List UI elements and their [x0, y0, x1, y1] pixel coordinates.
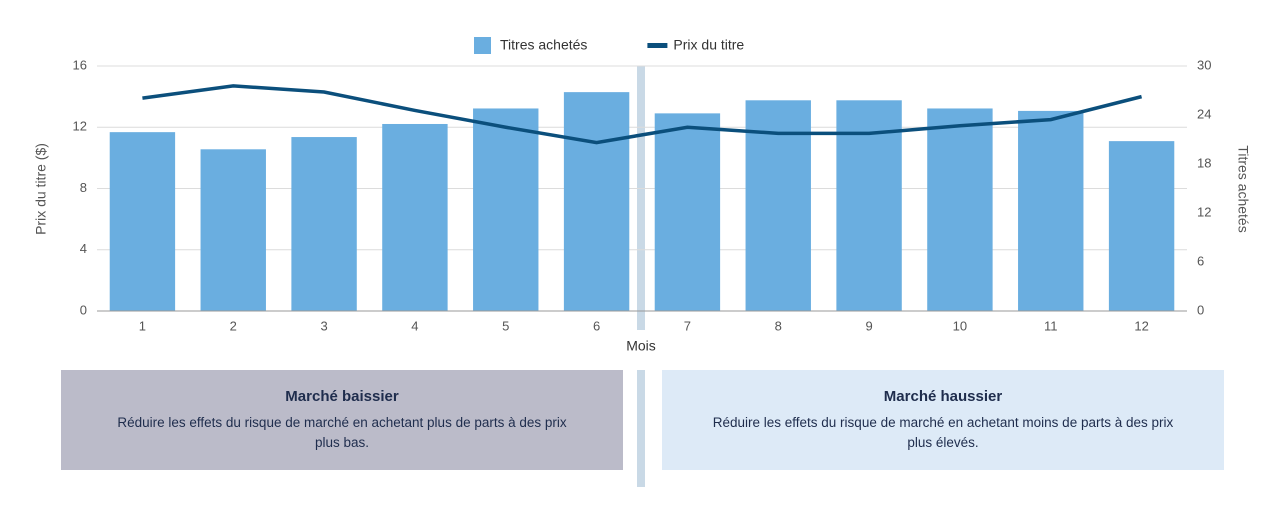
x-tick-label: 9 [865, 318, 872, 333]
legend-swatch [647, 43, 668, 48]
y2-tick-label: 24 [1197, 106, 1211, 121]
panel: Marché haussier Réduire les effets du ri… [662, 370, 1224, 470]
x-tick-label: 7 [684, 318, 691, 333]
bar [200, 149, 266, 311]
x-tick-label: 11 [1044, 318, 1058, 333]
x-tick-label: 4 [411, 318, 418, 333]
x-tick-label: 5 [502, 318, 509, 333]
legend-swatch [474, 37, 491, 54]
bar [654, 113, 721, 311]
bar [109, 132, 176, 311]
y2-tick-label: 18 [1197, 155, 1211, 170]
panel-text: Réduire les effets du risque de marché e… [117, 415, 567, 450]
panel-title: Marché baissier [285, 388, 399, 405]
y2-tick-label: 0 [1197, 302, 1204, 317]
y-tick-label: 8 [80, 180, 87, 195]
bar [745, 100, 811, 311]
panel-title: Marché haussier [883, 388, 1003, 405]
y-tick-label: 16 [73, 57, 87, 72]
y2-axis-label: Titres achetés [1235, 145, 1251, 232]
bar [927, 108, 993, 311]
x-axis-label: Mois [626, 338, 656, 354]
x-tick-label: 12 [1134, 318, 1148, 333]
divider [637, 370, 645, 487]
x-tick-label: 8 [775, 318, 782, 333]
line [142, 84, 1143, 145]
y2-tick-label: 6 [1197, 253, 1204, 268]
x-tick-label: 10 [953, 318, 967, 333]
y2-tick-label: 12 [1197, 204, 1211, 219]
legend-label: Prix du titre [673, 37, 744, 53]
bar [1018, 110, 1084, 312]
x-tick-label: 3 [320, 318, 327, 333]
x-tick-label: 2 [230, 318, 237, 333]
legend-label: Titres achetés [500, 37, 587, 53]
x-tick-label: 1 [139, 318, 146, 333]
x-tick-label: 6 [593, 318, 600, 333]
y-tick-label: 4 [80, 241, 87, 256]
y-tick-label: 0 [80, 302, 87, 317]
divider [637, 66, 645, 330]
panel-text: Réduire les effets du risque de marché e… [712, 415, 1174, 450]
bar [473, 108, 539, 311]
bar [836, 100, 902, 311]
bar [382, 123, 448, 311]
panel: Marché baissier Réduire les effets du ri… [61, 370, 623, 470]
y2-tick-label: 30 [1197, 57, 1211, 72]
y-tick-label: 12 [73, 119, 87, 134]
bar [291, 137, 357, 311]
bar [563, 92, 630, 311]
bar [1108, 141, 1175, 311]
y-axis-label: Prix du titre ($) [33, 143, 49, 235]
